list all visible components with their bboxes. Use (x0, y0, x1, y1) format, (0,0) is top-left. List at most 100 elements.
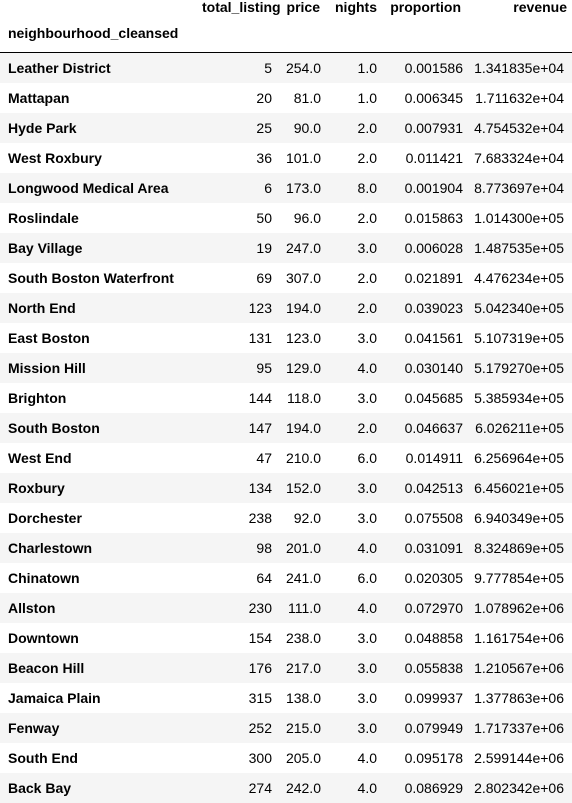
row-label-neighbourhood: Mattapan (8, 89, 70, 106)
cell-nights: 6.0 (357, 569, 377, 586)
cell-proportion: 0.007931 (404, 119, 463, 136)
cell-price: 254.0 (285, 59, 321, 76)
row-label-neighbourhood: Leather District (8, 59, 111, 76)
table-row: Charlestown 98 201.0 4.0 0.031091 8.324869e+0… (0, 532, 572, 563)
index-header-blank (275, 14, 325, 53)
column-header-price: price (286, 0, 320, 15)
cell-nights: 3.0 (357, 689, 377, 706)
row-label-neighbourhood: Mission Hill (8, 359, 86, 376)
cell-proportion: 0.075508 (404, 509, 463, 526)
cell-total-listing: 69 (256, 269, 272, 286)
index-header-blank (197, 14, 275, 53)
table-row: Beacon Hill 176 217.0 3.0 0.055838 1.210567e+… (0, 652, 572, 683)
cell-nights: 4.0 (357, 749, 377, 766)
cell-price: 201.0 (285, 539, 321, 556)
cell-price: 194.0 (285, 299, 321, 316)
table-body: Leather District 5 254.0 1.0 0.001586 1.34183… (0, 52, 572, 803)
cell-proportion: 0.042513 (404, 479, 463, 496)
cell-proportion: 0.006028 (404, 239, 463, 256)
cell-total-listing: 123 (248, 299, 272, 316)
cell-proportion: 0.039023 (404, 299, 463, 316)
row-label-neighbourhood: South Boston Waterfront (8, 269, 174, 286)
cell-price: 210.0 (285, 449, 321, 466)
cell-price: 101.0 (285, 149, 321, 166)
cell-price: 138.0 (285, 689, 321, 706)
table-row: Roxbury 134 152.0 3.0 0.042513 6.456021e+05 (0, 472, 572, 503)
cell-proportion: 0.001904 (404, 179, 463, 196)
cell-total-listing: 6 (264, 179, 272, 196)
cell-price: 111.0 (288, 599, 321, 616)
row-label-neighbourhood: Fenway (8, 719, 60, 736)
cell-price: 173.0 (285, 179, 321, 196)
cell-nights: 2.0 (357, 269, 377, 286)
cell-revenue: 1.078962e+06 (474, 599, 564, 616)
column-header-row: total_listing price nights proportion re… (0, 0, 572, 14)
row-label-neighbourhood: Bay Village (8, 239, 83, 256)
cell-proportion: 0.001586 (404, 59, 463, 76)
cell-price: 215.0 (285, 719, 321, 736)
cell-price: 194.0 (285, 419, 321, 436)
row-label-neighbourhood: Roxbury (8, 479, 65, 496)
cell-revenue: 2.599144e+06 (474, 749, 564, 766)
cell-nights: 2.0 (357, 299, 377, 316)
table-row: Brighton 144 118.0 3.0 0.045685 5.385934e+05 (0, 382, 572, 413)
table-row: Mission Hill 95 129.0 4.0 0.030140 5.179270e+… (0, 352, 572, 383)
cell-total-listing: 131 (248, 329, 272, 346)
cell-revenue: 4.754532e+04 (474, 119, 564, 136)
column-header-total-listing: total_listing (202, 0, 281, 15)
table-row: Roslindale 50 96.0 2.0 0.015863 1.014300e+05 (0, 202, 572, 233)
cell-nights: 8.0 (357, 179, 377, 196)
cell-nights: 1.0 (357, 59, 377, 76)
row-label-neighbourhood: North End (8, 299, 76, 316)
cell-price: 92.0 (293, 509, 321, 526)
cell-price: 81.0 (293, 89, 321, 106)
index-name-header: neighbourhood_cleansed (0, 14, 197, 53)
cell-nights: 3.0 (357, 239, 377, 256)
cell-revenue: 6.256964e+05 (474, 449, 564, 466)
cell-total-listing: 315 (248, 689, 272, 706)
table-row: Jamaica Plain 315 138.0 3.0 0.099937 1.377863… (0, 682, 572, 713)
cell-revenue: 7.683324e+04 (474, 149, 564, 166)
cell-price: 118.0 (287, 389, 321, 406)
cell-total-listing: 252 (248, 719, 272, 736)
cell-total-listing: 176 (248, 659, 272, 676)
table-row: North End 123 194.0 2.0 0.039023 5.042340e+05 (0, 292, 572, 323)
cell-nights: 2.0 (357, 209, 377, 226)
table-row: West End 47 210.0 6.0 0.014911 6.256964e+05 (0, 442, 572, 473)
cell-proportion: 0.048858 (404, 629, 463, 646)
row-label-neighbourhood: Back Bay (8, 779, 72, 796)
cell-price: 96.0 (293, 209, 321, 226)
cell-proportion: 0.011421 (405, 149, 463, 166)
cell-revenue: 6.456021e+05 (474, 479, 564, 496)
row-label-neighbourhood: Chinatown (8, 569, 80, 586)
cell-revenue: 1.711632e+04 (475, 89, 564, 106)
cell-nights: 2.0 (357, 419, 377, 436)
row-label-neighbourhood: South End (8, 749, 78, 766)
table-row: South End 300 205.0 4.0 0.095178 2.599144e+06 (0, 742, 572, 773)
cell-total-listing: 64 (256, 569, 272, 586)
table-row: Leather District 5 254.0 1.0 0.001586 1.34183… (0, 52, 572, 83)
cell-nights: 3.0 (357, 719, 377, 736)
cell-total-listing: 19 (256, 239, 272, 256)
cell-revenue: 2.802342e+06 (474, 779, 564, 796)
table-row: West Roxbury 36 101.0 2.0 0.011421 7.683324e+… (0, 142, 572, 173)
cell-price: 129.0 (285, 359, 321, 376)
cell-price: 238.0 (285, 629, 321, 646)
cell-proportion: 0.086929 (404, 779, 463, 796)
cell-revenue: 5.042340e+05 (474, 299, 564, 316)
cell-price: 307.0 (285, 269, 321, 286)
row-label-neighbourhood: Beacon Hill (8, 659, 85, 676)
cell-proportion: 0.041561 (404, 329, 463, 346)
cell-proportion: 0.095178 (404, 749, 463, 766)
cell-nights: 6.0 (357, 449, 377, 466)
cell-total-listing: 230 (248, 599, 272, 616)
cell-total-listing: 95 (256, 359, 272, 376)
cell-nights: 3.0 (357, 329, 377, 346)
row-label-neighbourhood: Brighton (8, 389, 67, 406)
table-row: Back Bay 274 242.0 4.0 0.086929 2.802342e+06 (0, 772, 572, 803)
table-row: Longwood Medical Area 6 173.0 8.0 0.001904 8.… (0, 172, 572, 203)
cell-nights: 3.0 (357, 479, 377, 496)
cell-price: 241.0 (285, 569, 321, 586)
cell-proportion: 0.006345 (404, 89, 463, 106)
cell-total-listing: 144 (248, 389, 272, 406)
